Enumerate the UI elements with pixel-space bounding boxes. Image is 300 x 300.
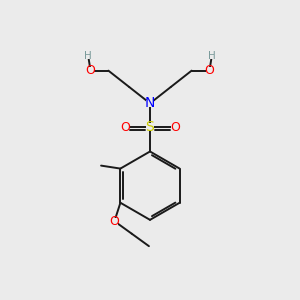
Bar: [111, 218, 118, 225]
Bar: [87, 67, 94, 74]
Text: O: O: [205, 64, 214, 77]
Bar: [85, 52, 92, 59]
Bar: [146, 123, 154, 131]
Bar: [171, 123, 179, 131]
Text: H: H: [208, 51, 216, 61]
Text: N: N: [145, 96, 155, 110]
Bar: [208, 52, 215, 59]
Text: O: O: [85, 64, 95, 77]
Text: O: O: [170, 121, 180, 134]
Bar: [206, 67, 213, 74]
Text: S: S: [146, 120, 154, 134]
Text: O: O: [120, 121, 130, 134]
Text: O: O: [110, 215, 119, 228]
Bar: [146, 100, 154, 107]
Text: H: H: [84, 51, 92, 61]
Bar: [121, 123, 129, 131]
